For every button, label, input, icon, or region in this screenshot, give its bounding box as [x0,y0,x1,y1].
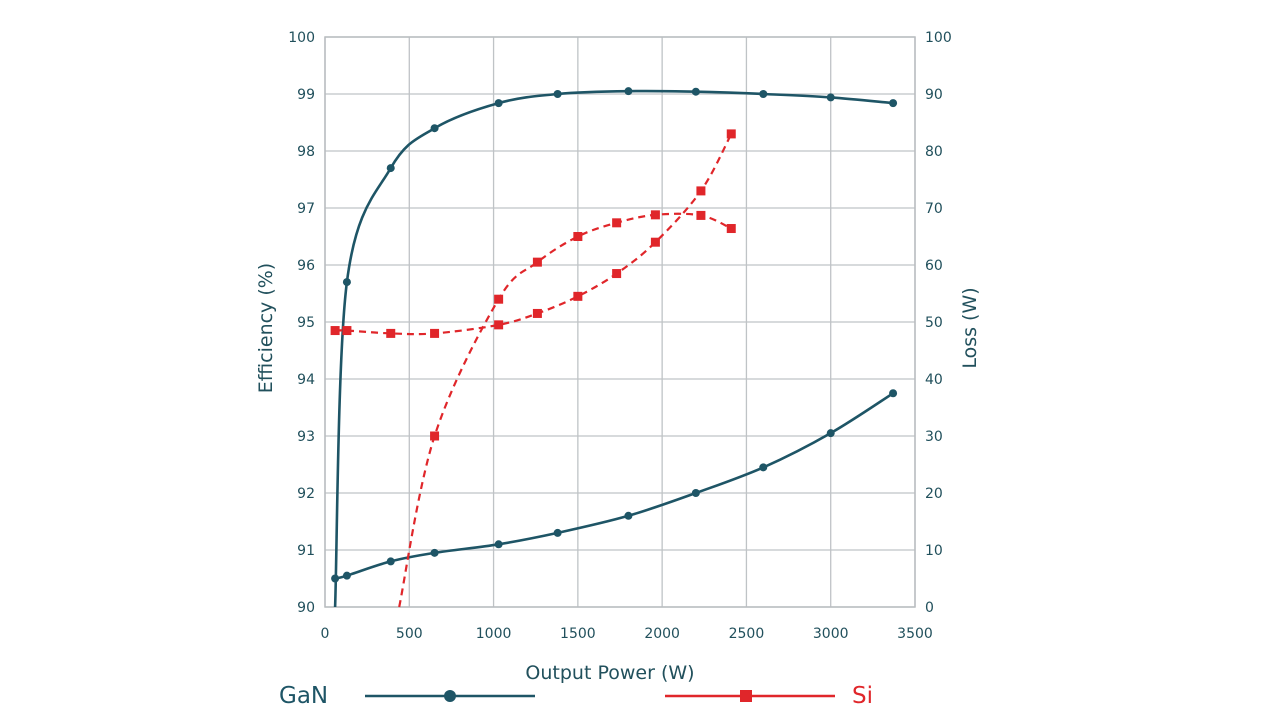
plot-border [324,36,916,608]
data-point [573,291,583,301]
x-tick-label: 1000 [476,626,512,642]
data-point [494,320,504,330]
data-point [826,93,835,102]
plot-frame [324,36,916,608]
y2-tick-label: 50 [925,315,943,331]
legend-label: Si [852,683,873,709]
x-tick-label: 1500 [560,626,596,642]
data-point [759,90,768,98]
x-axis-title: Output Power (W) [525,662,694,684]
data-point [430,431,440,441]
data-point [691,489,700,497]
data-point [386,328,396,338]
data-point [759,463,768,472]
y2-tick-label: 80 [925,144,943,160]
y2-tick-label: 10 [925,543,943,559]
series-gan-loss [331,389,898,583]
legend-marker [740,690,752,702]
y-tick-label: 98 [297,144,315,160]
y-tick-labels: 90 91 92 93 94 95 96 97 98 99 100 [288,30,315,616]
x-tick-label: 3500 [897,626,933,642]
y-tick-label: 95 [297,315,315,331]
series-line [334,392,894,580]
data-point [612,218,622,228]
series-line [398,212,732,608]
x-tick-label: 2000 [644,626,680,642]
data-point [696,210,706,220]
data-point [494,294,504,304]
data-point [726,129,736,139]
chart-grid [324,36,916,608]
y2-tick-label: 70 [925,201,943,217]
data-point [532,257,542,267]
data-point [553,528,562,537]
y-tick-label: 91 [297,543,315,559]
y-tick-label: 100 [288,30,315,46]
y-tick-label: 97 [297,201,315,217]
y-tick-label: 96 [297,258,315,274]
data-point [532,308,542,318]
y-tick-label: 94 [297,372,315,388]
y2-tick-label: 30 [925,429,943,445]
series-gan-efficiency [333,87,898,608]
x-tick-label: 3000 [813,626,849,642]
data-point [826,429,835,438]
data-point [624,87,633,96]
y-tick-label: 93 [297,429,315,445]
y2-tick-label: 20 [925,486,943,502]
x-tick-label: 500 [396,626,423,642]
data-point [650,237,660,247]
data-point [494,540,503,549]
data-point [330,326,340,336]
y2-tick-label: 40 [925,372,943,388]
y-tick-label: 92 [297,486,315,502]
y2-axis-title: Loss (W) [959,287,981,368]
data-point [342,571,351,580]
data-point [624,511,633,520]
data-point [331,574,340,583]
y2-tick-label: 0 [925,600,934,616]
data-point [889,389,898,398]
series-si-loss [330,129,736,338]
x-tick-labels: 0 500 1000 1500 2000 2500 3000 3500 [321,626,933,642]
data-point [612,269,622,279]
data-point [386,557,395,566]
data-point [726,224,736,234]
legend-item-si: Si [665,683,873,709]
y2-tick-label: 60 [925,258,943,274]
data-point [650,210,660,220]
y-tick-label: 90 [297,600,315,616]
y2-tick-label: 100 [925,30,952,46]
y-axis-title: Efficiency (%) [255,263,277,393]
data-point [553,90,562,98]
legend-item-gan: GaN [279,683,535,709]
data-point [573,232,583,241]
data-point [342,278,351,287]
data-point [430,548,439,557]
y2-tick-labels: 0 10 20 30 40 50 60 70 80 90 100 [925,30,952,616]
y-tick-label: 99 [297,87,315,103]
data-point [889,99,898,108]
data-point [691,87,700,96]
series-line [333,89,894,608]
series-si-efficiency [398,210,736,608]
data-point [386,164,395,173]
legend: GaN Si [279,683,873,709]
data-point [696,186,706,196]
series-layer [330,87,898,608]
data-point [342,326,352,336]
x-tick-label: 2500 [729,626,765,642]
legend-label: GaN [279,683,328,709]
legend-marker [444,690,456,702]
x-tick-label: 0 [321,626,330,642]
data-point [430,328,440,338]
data-point [430,124,439,133]
y2-tick-label: 90 [925,87,943,103]
data-point [494,99,503,108]
